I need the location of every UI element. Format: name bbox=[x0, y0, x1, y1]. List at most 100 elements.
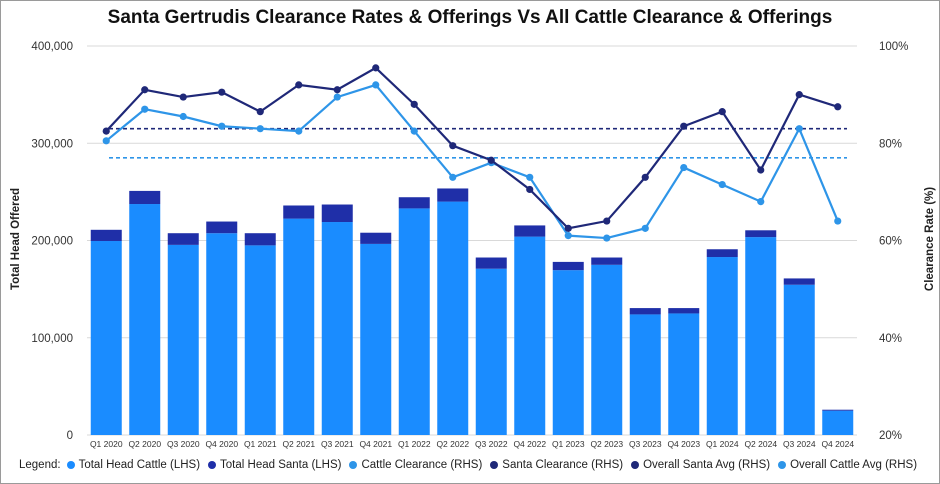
clearance-point bbox=[834, 103, 842, 111]
x-tick-label: Q1 2022 bbox=[398, 439, 431, 449]
bar-cattle bbox=[629, 314, 661, 435]
bar-cattle bbox=[822, 410, 854, 435]
bar-santa bbox=[591, 257, 623, 265]
clearance-point bbox=[641, 224, 649, 232]
bar-cattle bbox=[206, 233, 238, 435]
bar-cattle bbox=[668, 313, 700, 435]
clearance-point bbox=[564, 224, 572, 232]
bar-santa bbox=[206, 221, 238, 234]
y-tick-right-label: 100% bbox=[879, 41, 908, 53]
clearance-point bbox=[141, 86, 149, 94]
clearance-point bbox=[487, 156, 495, 164]
bar-cattle bbox=[321, 222, 353, 435]
bar-santa bbox=[90, 229, 122, 241]
clearance-point bbox=[295, 81, 303, 89]
x-tick-label: Q1 2024 bbox=[706, 439, 739, 449]
bar-santa bbox=[437, 188, 469, 202]
legend-marker bbox=[349, 461, 358, 469]
bar-cattle bbox=[475, 268, 507, 435]
legend-label: Total Head Cattle (LHS) bbox=[78, 459, 201, 471]
clearance-point bbox=[449, 142, 457, 150]
clearance-point bbox=[449, 173, 457, 181]
clearance-point bbox=[218, 88, 226, 96]
x-tick-label: Q4 2022 bbox=[513, 439, 546, 449]
clearance-point bbox=[680, 122, 688, 130]
x-tick-label: Q4 2021 bbox=[359, 439, 392, 449]
x-tick-label: Q3 2021 bbox=[321, 439, 354, 449]
clearance-point bbox=[295, 127, 303, 135]
y-tick-left-label: 300,000 bbox=[31, 138, 73, 150]
x-tick-label: Q2 2024 bbox=[744, 439, 777, 449]
clearance-line bbox=[105, 83, 839, 240]
x-tick-label: Q4 2023 bbox=[667, 439, 700, 449]
bar-santa bbox=[475, 257, 507, 269]
clearance-point bbox=[526, 185, 534, 194]
y-tick-right-label: 20% bbox=[879, 430, 902, 442]
legend-marker bbox=[66, 461, 75, 469]
bar-cattle bbox=[706, 257, 738, 435]
clearance-point bbox=[564, 232, 572, 240]
clearance-point bbox=[410, 100, 418, 108]
clearance-point bbox=[795, 125, 803, 133]
clearance-point bbox=[372, 81, 380, 89]
y-tick-left-label: 200,000 bbox=[31, 236, 73, 248]
x-tick-label: Q2 2023 bbox=[590, 439, 623, 449]
bar-cattle bbox=[745, 237, 777, 435]
clearance-point bbox=[102, 137, 110, 145]
x-tick-label: Q4 2020 bbox=[205, 439, 238, 449]
x-tick-label: Q1 2020 bbox=[90, 439, 123, 449]
bar-cattle bbox=[552, 270, 584, 435]
clearance-point bbox=[526, 173, 534, 181]
legend-marker bbox=[208, 461, 217, 469]
x-tick-label: Q3 2020 bbox=[167, 439, 200, 449]
bar-cattle bbox=[591, 264, 623, 435]
y-tick-right-label: 40% bbox=[879, 333, 902, 345]
legend-item: Total Head Cattle (LHS) bbox=[66, 459, 201, 471]
y-tick-right-label: 60% bbox=[879, 236, 902, 248]
y-tick-left-label: 100,000 bbox=[31, 333, 73, 345]
clearance-point bbox=[603, 234, 611, 242]
clearance-point bbox=[757, 198, 765, 206]
bar-santa bbox=[514, 225, 546, 237]
clearance-point bbox=[641, 173, 649, 181]
y-tick-right-label: 80% bbox=[879, 138, 902, 150]
clearance-point bbox=[179, 93, 187, 101]
clearance-point bbox=[757, 166, 765, 174]
bar-santa bbox=[129, 190, 161, 205]
bar-santa bbox=[552, 261, 584, 271]
clearance-point bbox=[333, 86, 341, 94]
clearance-point bbox=[333, 93, 341, 101]
bar-santa bbox=[321, 204, 353, 223]
clearance-point bbox=[179, 112, 187, 121]
bar-cattle bbox=[437, 201, 469, 435]
legend-marker bbox=[631, 461, 640, 469]
bar-santa bbox=[167, 233, 199, 245]
legend-item: Overall Cattle Avg (RHS) bbox=[778, 459, 917, 471]
bar-cattle bbox=[398, 208, 430, 435]
legend-marker bbox=[490, 461, 499, 469]
x-tick-label: Q1 2023 bbox=[552, 439, 585, 449]
clearance-point bbox=[680, 163, 688, 172]
y-axis-left-label: Total Head Offered bbox=[10, 187, 22, 291]
chart-legend: Legend: Total Head Cattle (LHS) Total Hea… bbox=[19, 459, 929, 471]
x-tick-label: Q2 2020 bbox=[128, 439, 161, 449]
bar-cattle bbox=[360, 243, 392, 435]
x-tick-label: Q2 2021 bbox=[282, 439, 315, 449]
bar-cattle bbox=[244, 245, 276, 435]
clearance-point bbox=[256, 108, 264, 116]
x-tick-label: Q3 2024 bbox=[783, 439, 816, 449]
clearance-point bbox=[834, 217, 842, 225]
bar-santa bbox=[822, 409, 854, 411]
bar-cattle bbox=[283, 218, 315, 435]
legend-label: Santa Clearance (RHS) bbox=[502, 459, 624, 471]
clearance-line bbox=[105, 66, 839, 230]
legend-marker bbox=[778, 461, 787, 469]
bar-santa bbox=[629, 308, 661, 315]
legend-label: Overall Santa Avg (RHS) bbox=[643, 459, 771, 471]
clearance-point bbox=[410, 127, 418, 135]
legend-label: Overall Cattle Avg (RHS) bbox=[790, 459, 918, 471]
bar-santa bbox=[244, 233, 276, 246]
bar-santa bbox=[745, 230, 777, 238]
bar-cattle bbox=[90, 240, 122, 435]
